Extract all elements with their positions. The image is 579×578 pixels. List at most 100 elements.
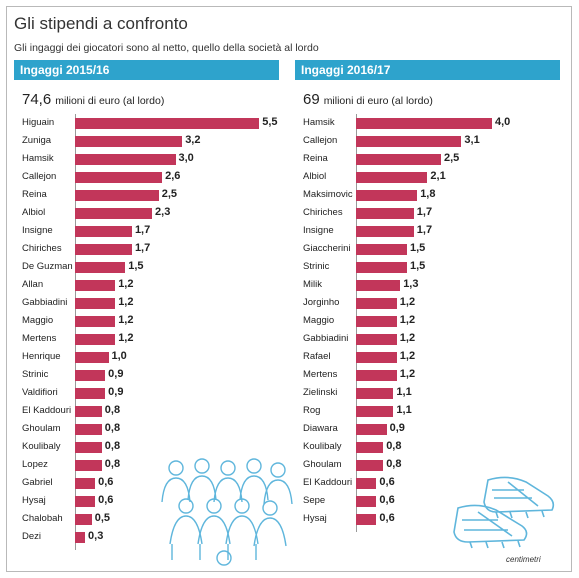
bar (356, 496, 377, 507)
panel-left-total: 74,6 milioni di euro (al lordo) (22, 91, 164, 108)
bar-label: Albiol (303, 171, 327, 182)
panel-left-header: Ingaggi 2015/16 (14, 60, 279, 80)
bar-label: Jorginho (303, 297, 340, 308)
bar (356, 298, 397, 309)
bar-label: Rog (303, 405, 321, 416)
bar-label: Gabbiadini (22, 297, 68, 308)
bar-value-label: 2,1 (430, 170, 446, 182)
bar (75, 388, 106, 399)
bar-label: El Kaddouri (303, 477, 353, 488)
bar (356, 154, 441, 165)
bar-value-label: 0,6 (98, 494, 114, 506)
bar (356, 424, 387, 435)
bar-value-label: 0,8 (386, 440, 402, 452)
top-strip (6, 0, 572, 6)
bar (75, 442, 102, 453)
bar (75, 280, 116, 291)
bar-value-label: 0,8 (104, 458, 121, 470)
bar (356, 208, 414, 219)
bar (356, 262, 407, 273)
bar-label: Koulibaly (22, 441, 61, 452)
bar (356, 334, 397, 345)
bar-value-label: 0,8 (104, 422, 121, 434)
bar-label: Maggio (22, 315, 54, 326)
bar (356, 406, 394, 417)
bar (75, 334, 116, 345)
bar (356, 226, 414, 237)
bar-value-label: 3,1 (464, 134, 480, 146)
panel-left-total-unit: milioni di euro (al lordo) (55, 95, 165, 107)
page-title: Gli stipendi a confronto (14, 14, 188, 33)
bar-label: Milik (303, 279, 322, 290)
bar-value-label: 0,9 (389, 422, 405, 434)
bar-label: Chiriches (303, 207, 343, 218)
bar-value-label: 3,0 (178, 152, 194, 164)
bar-value-label: 1,8 (420, 188, 436, 200)
bar-value-label: 1,2 (118, 314, 134, 326)
bar (356, 190, 418, 201)
bar-label: Maksimovic (303, 189, 353, 200)
bar-value-label: 1,5 (128, 260, 144, 272)
bar-value-label: 1,5 (410, 260, 426, 272)
bar-label: Diawara (303, 423, 338, 434)
bar-label: Albiol (22, 207, 46, 218)
bar (75, 406, 102, 417)
bar-value-label: 1,2 (399, 314, 416, 326)
bar-value-label: 2,6 (165, 170, 181, 182)
bar-value-label: 0,9 (108, 368, 124, 380)
bar-label: Reina (22, 189, 47, 200)
bar-label: De Guzman (22, 261, 73, 272)
bar-label: Valdifiori (22, 387, 58, 398)
bar-value-label: 0,6 (379, 494, 395, 506)
bar (75, 316, 116, 327)
bar (356, 316, 397, 327)
bar-value-label: 0,6 (379, 476, 395, 488)
bar-label: Higuain (22, 117, 55, 128)
team-photo-icon (161, 458, 293, 566)
bar-value-label: 1,7 (416, 224, 433, 236)
bar (75, 460, 102, 471)
bar-label: Gabbiadini (303, 333, 349, 344)
page-subtitle: Gli ingaggi dei giocatori sono al netto,… (14, 42, 319, 54)
bar-label: Callejon (22, 171, 57, 182)
panel-left-total-value: 74,6 (22, 91, 52, 108)
bar-value-label: 1,7 (134, 224, 151, 236)
bar (75, 136, 183, 147)
panel-right-header: Ingaggi 2016/17 (295, 60, 560, 80)
bar-label: Reina (303, 153, 328, 164)
bar-value-label: 1,0 (111, 350, 127, 362)
bar-label: Gabriel (22, 477, 53, 488)
bar-label: Zuniga (22, 135, 52, 146)
bar (75, 262, 126, 273)
bar (75, 172, 163, 183)
panel-right-total: 69 milioni di euro (al lordo) (303, 91, 433, 108)
bar-value-label: 0,5 (94, 512, 111, 524)
bar-value-label: 1,2 (399, 368, 416, 380)
bar-value-label: 1,7 (416, 206, 433, 218)
football-boots-icon (453, 476, 555, 549)
bar (356, 280, 401, 291)
bar-label: Zielinski (303, 387, 338, 398)
bar-label: Dezi (22, 531, 42, 542)
bar-label: Strinic (303, 261, 330, 272)
bar-label: Hamsik (22, 153, 54, 164)
source-credit: centimetri (506, 555, 541, 564)
panel-right-total-value: 69 (303, 91, 320, 108)
bar-value-label: 5,5 (262, 116, 278, 128)
bar (75, 118, 260, 129)
bar-label: Rafael (303, 351, 331, 362)
bar-label: Mertens (22, 333, 57, 344)
bar (356, 388, 394, 399)
bar (356, 478, 377, 489)
bar (356, 442, 384, 453)
bar-label: Maggio (303, 315, 335, 326)
bar-label: Giaccherini (303, 243, 351, 254)
bar-label: Ghoulam (22, 423, 61, 434)
bar-value-label: 1,2 (118, 296, 134, 308)
bar (75, 424, 102, 435)
bar (75, 532, 86, 543)
bar-label: Mertens (303, 369, 338, 380)
bar-value-label: 1,2 (399, 332, 416, 344)
bar (75, 514, 92, 525)
bar-value-label: 0,6 (379, 512, 395, 524)
